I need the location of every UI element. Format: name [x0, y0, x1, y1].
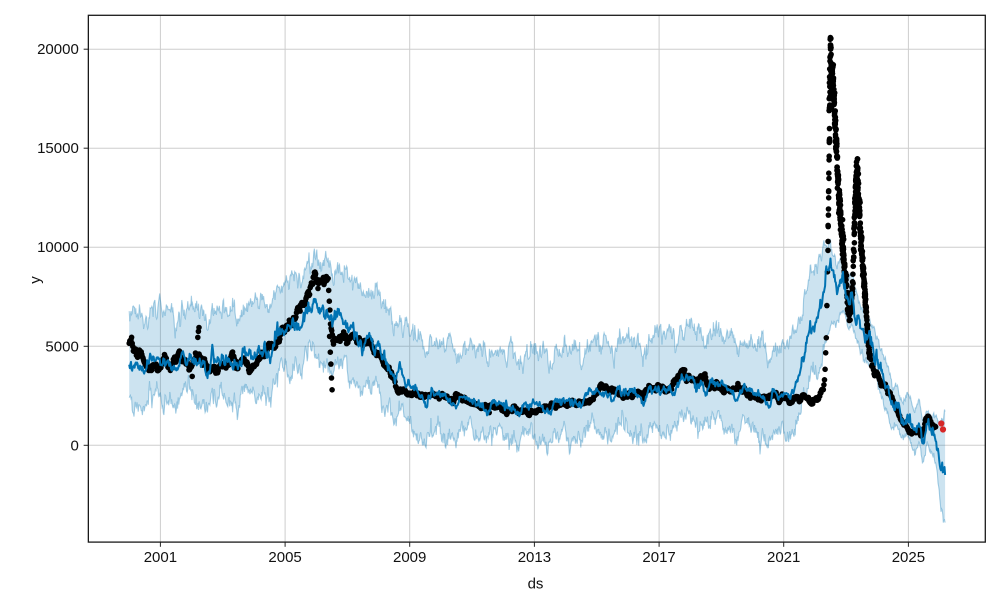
svg-text:y: y — [27, 276, 44, 284]
svg-text:2021: 2021 — [767, 549, 800, 566]
svg-text:2005: 2005 — [268, 549, 301, 566]
svg-text:2009: 2009 — [393, 549, 426, 566]
svg-text:2013: 2013 — [518, 549, 551, 566]
svg-text:15000: 15000 — [37, 140, 79, 157]
svg-text:2025: 2025 — [892, 549, 925, 566]
svg-text:ds: ds — [528, 576, 544, 593]
svg-text:5000: 5000 — [45, 338, 78, 355]
svg-text:2001: 2001 — [144, 549, 177, 566]
svg-text:10000: 10000 — [37, 239, 79, 256]
svg-text:2017: 2017 — [642, 549, 675, 566]
svg-text:0: 0 — [70, 437, 78, 454]
svg-text:20000: 20000 — [37, 41, 79, 58]
